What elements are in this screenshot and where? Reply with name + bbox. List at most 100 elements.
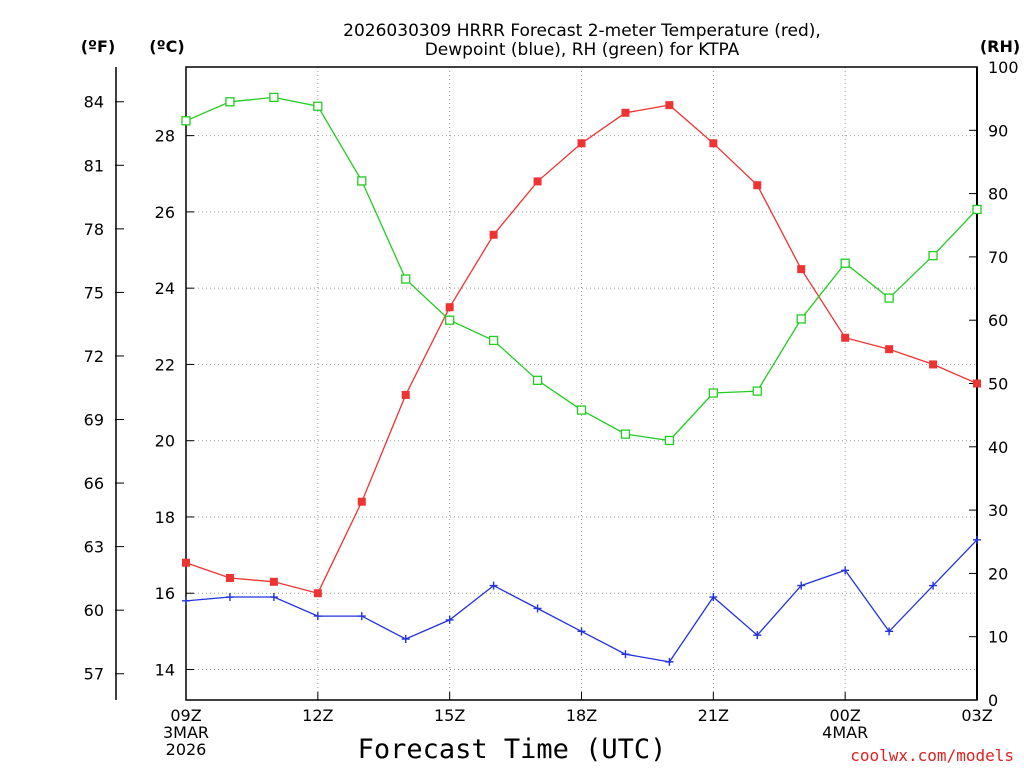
- dewpoint-marker: [709, 593, 718, 602]
- rh-marker: [620, 429, 631, 439]
- temperature-marker: [445, 303, 454, 312]
- dewpoint-marker: [841, 566, 850, 575]
- temperature-marker: [225, 573, 234, 582]
- x-tick-date-label: 2026: [166, 740, 207, 759]
- temperature-marker: [753, 181, 762, 190]
- celsius-tick-label: 28: [155, 127, 175, 146]
- chart-title-line-1: 2026030309 HRRR Forecast 2-meter Tempera…: [343, 21, 821, 41]
- dewpoint-marker: [489, 581, 498, 590]
- temperature-marker: [313, 589, 322, 598]
- temperature-marker: [929, 360, 938, 369]
- dewpoint-marker: [401, 634, 410, 643]
- x-tick-date-label: 4MAR: [822, 723, 868, 742]
- dewpoint-marker: [269, 593, 278, 602]
- x-tick-label: 09Z: [170, 706, 201, 725]
- rh-marker: [225, 97, 235, 107]
- credit-link[interactable]: coolwx.com/models: [850, 746, 1014, 765]
- dewpoint-marker: [357, 612, 366, 621]
- fahrenheit-unit-label: (ºF): [81, 37, 116, 56]
- rh-marker: [928, 250, 938, 261]
- axes: 57 60 63 66 69 72 75 78 81 84 14 16 18 20 22 24 26 28 0 10 2…: [84, 58, 1019, 759]
- rh-marker: [488, 335, 499, 346]
- rh-marker: [445, 315, 455, 325]
- temperature-marker: [577, 139, 586, 148]
- rh-marker: [884, 293, 894, 303]
- temperature-marker: [885, 345, 894, 354]
- dewpoint-marker: [753, 631, 762, 640]
- fahrenheit-tick-label: 63: [84, 538, 104, 557]
- rh-tick-label: 80: [988, 185, 1008, 204]
- rh-marker: [576, 405, 587, 415]
- fahrenheit-tick-label: 81: [84, 156, 104, 175]
- temperature-marker: [621, 108, 630, 117]
- dewpoint-marker: [445, 615, 454, 624]
- celsius-tick-label: 16: [155, 584, 175, 603]
- rh-line: [185, 96, 978, 442]
- rh-marker: [357, 176, 367, 186]
- temperature-marker: [533, 177, 542, 186]
- rh-marker: [313, 101, 323, 111]
- rh-tick-label: 0: [988, 691, 998, 710]
- dewpoint-marker: [621, 650, 630, 659]
- fahrenheit-tick-label: 69: [84, 411, 104, 430]
- rh-tick-label: 70: [988, 248, 1008, 267]
- dewpoint-marker: [577, 627, 586, 636]
- fahrenheit-tick-label: 60: [84, 601, 104, 620]
- rh-tick-label: 60: [988, 311, 1008, 330]
- rh-marker: [664, 435, 675, 446]
- temperature-marker: [841, 333, 850, 342]
- fahrenheit-tick-label: 78: [84, 220, 104, 239]
- temperature-marker: [357, 497, 366, 506]
- fahrenheit-tick-label: 57: [84, 665, 104, 684]
- dewpoint-marker: [973, 535, 981, 544]
- rh-tick-label: 50: [988, 375, 1008, 394]
- x-tick-label: 18Z: [566, 706, 597, 725]
- rh-tick-label: 30: [988, 501, 1008, 520]
- x-tick-label: 00Z: [830, 706, 861, 725]
- rh-tick-label: 40: [988, 438, 1008, 457]
- celsius-tick-label: 20: [155, 432, 175, 451]
- rh-marker: [401, 274, 411, 284]
- temperature-marker: [269, 577, 278, 586]
- x-axis-label: Forecast Time (UTC): [358, 734, 667, 765]
- celsius-tick-label: 22: [155, 355, 175, 374]
- celsius-unit-label: (ºC): [149, 37, 184, 56]
- grid-lines: [186, 67, 977, 700]
- temperature-marker: [489, 230, 498, 239]
- rh-marker: [796, 314, 806, 324]
- fahrenheit-tick-label: 72: [84, 347, 104, 366]
- temperature-marker: [182, 558, 190, 567]
- dewpoint-marker: [225, 593, 234, 602]
- chart-title-line-2: Dewpoint (blue), RH (green) for KTPA: [425, 40, 740, 60]
- dewpoint-marker: [885, 627, 894, 636]
- rh-marker: [840, 258, 850, 268]
- x-tick-label: 15Z: [434, 706, 465, 725]
- data-series: [181, 92, 982, 666]
- rh-tick-label: 90: [988, 121, 1008, 140]
- rh-unit-label: (RH): [980, 37, 1020, 56]
- dewpoint-marker: [797, 581, 806, 590]
- celsius-tick-label: 24: [155, 279, 175, 298]
- x-tick-label: 12Z: [302, 706, 333, 725]
- celsius-tick-label: 26: [155, 203, 175, 222]
- celsius-tick-label: 14: [155, 660, 175, 679]
- rh-marker: [269, 92, 279, 103]
- rh-tick-label: 100: [988, 58, 1019, 77]
- rh-marker: [972, 204, 982, 215]
- rh-tick-label: 10: [988, 628, 1008, 647]
- rh-tick-label: 20: [988, 564, 1008, 583]
- celsius-tick-label: 18: [155, 508, 175, 527]
- temperature-marker: [973, 379, 981, 388]
- x-tick-date-label: 3MAR: [163, 723, 209, 742]
- temperature-marker: [709, 139, 718, 148]
- rh-marker: [181, 116, 191, 126]
- temperature-marker: [401, 390, 410, 399]
- x-tick-label: 03Z: [961, 706, 992, 725]
- dewpoint-marker: [533, 604, 542, 613]
- dewpoint-marker: [182, 596, 190, 605]
- fahrenheit-tick-label: 84: [84, 93, 104, 112]
- temperature-marker: [665, 101, 674, 110]
- fahrenheit-tick-label: 75: [84, 283, 104, 302]
- dewpoint-marker: [929, 581, 938, 590]
